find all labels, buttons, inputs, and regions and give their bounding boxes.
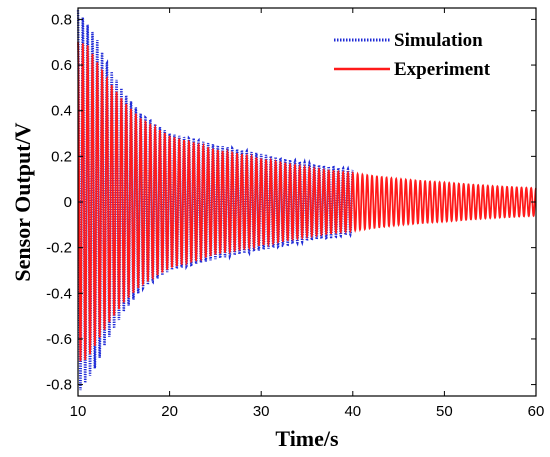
y-tick-label: 0.2	[51, 148, 72, 165]
y-tick-label: -0.6	[46, 331, 72, 348]
x-axis-title: Time/s	[275, 426, 339, 451]
y-tick-label: 0	[64, 194, 72, 211]
legend: Simulation Experiment	[334, 30, 491, 80]
x-tick-label: 40	[344, 403, 361, 420]
y-tick-label: -0.4	[46, 285, 72, 302]
x-tick-label: 30	[253, 403, 270, 420]
y-tick-label: 0.8	[51, 11, 72, 28]
legend-label-experiment: Experiment	[394, 59, 491, 80]
y-tick-label: 0.6	[51, 57, 72, 74]
legend-label-simulation: Simulation	[394, 30, 483, 51]
x-tick-label: 20	[161, 403, 178, 420]
y-tick-label: -0.8	[46, 377, 72, 394]
x-tick-label: 10	[70, 403, 87, 420]
y-axis-title: Sensor Output/V	[10, 122, 35, 281]
series-line-simulation	[76, 10, 354, 391]
series-layer	[76, 10, 537, 391]
y-tick-label: 0.4	[51, 103, 72, 120]
y-tick-label: -0.2	[46, 240, 72, 257]
x-tick-label: 50	[436, 403, 453, 420]
series-line-experiment	[77, 42, 537, 362]
x-tick-label: 60	[528, 403, 545, 420]
ticks-layer: 10 20 30 40 50 60 -0.8 -0.6 -0.4 -0.2 0 0.2 0.4 0.6 0.…	[46, 8, 544, 420]
